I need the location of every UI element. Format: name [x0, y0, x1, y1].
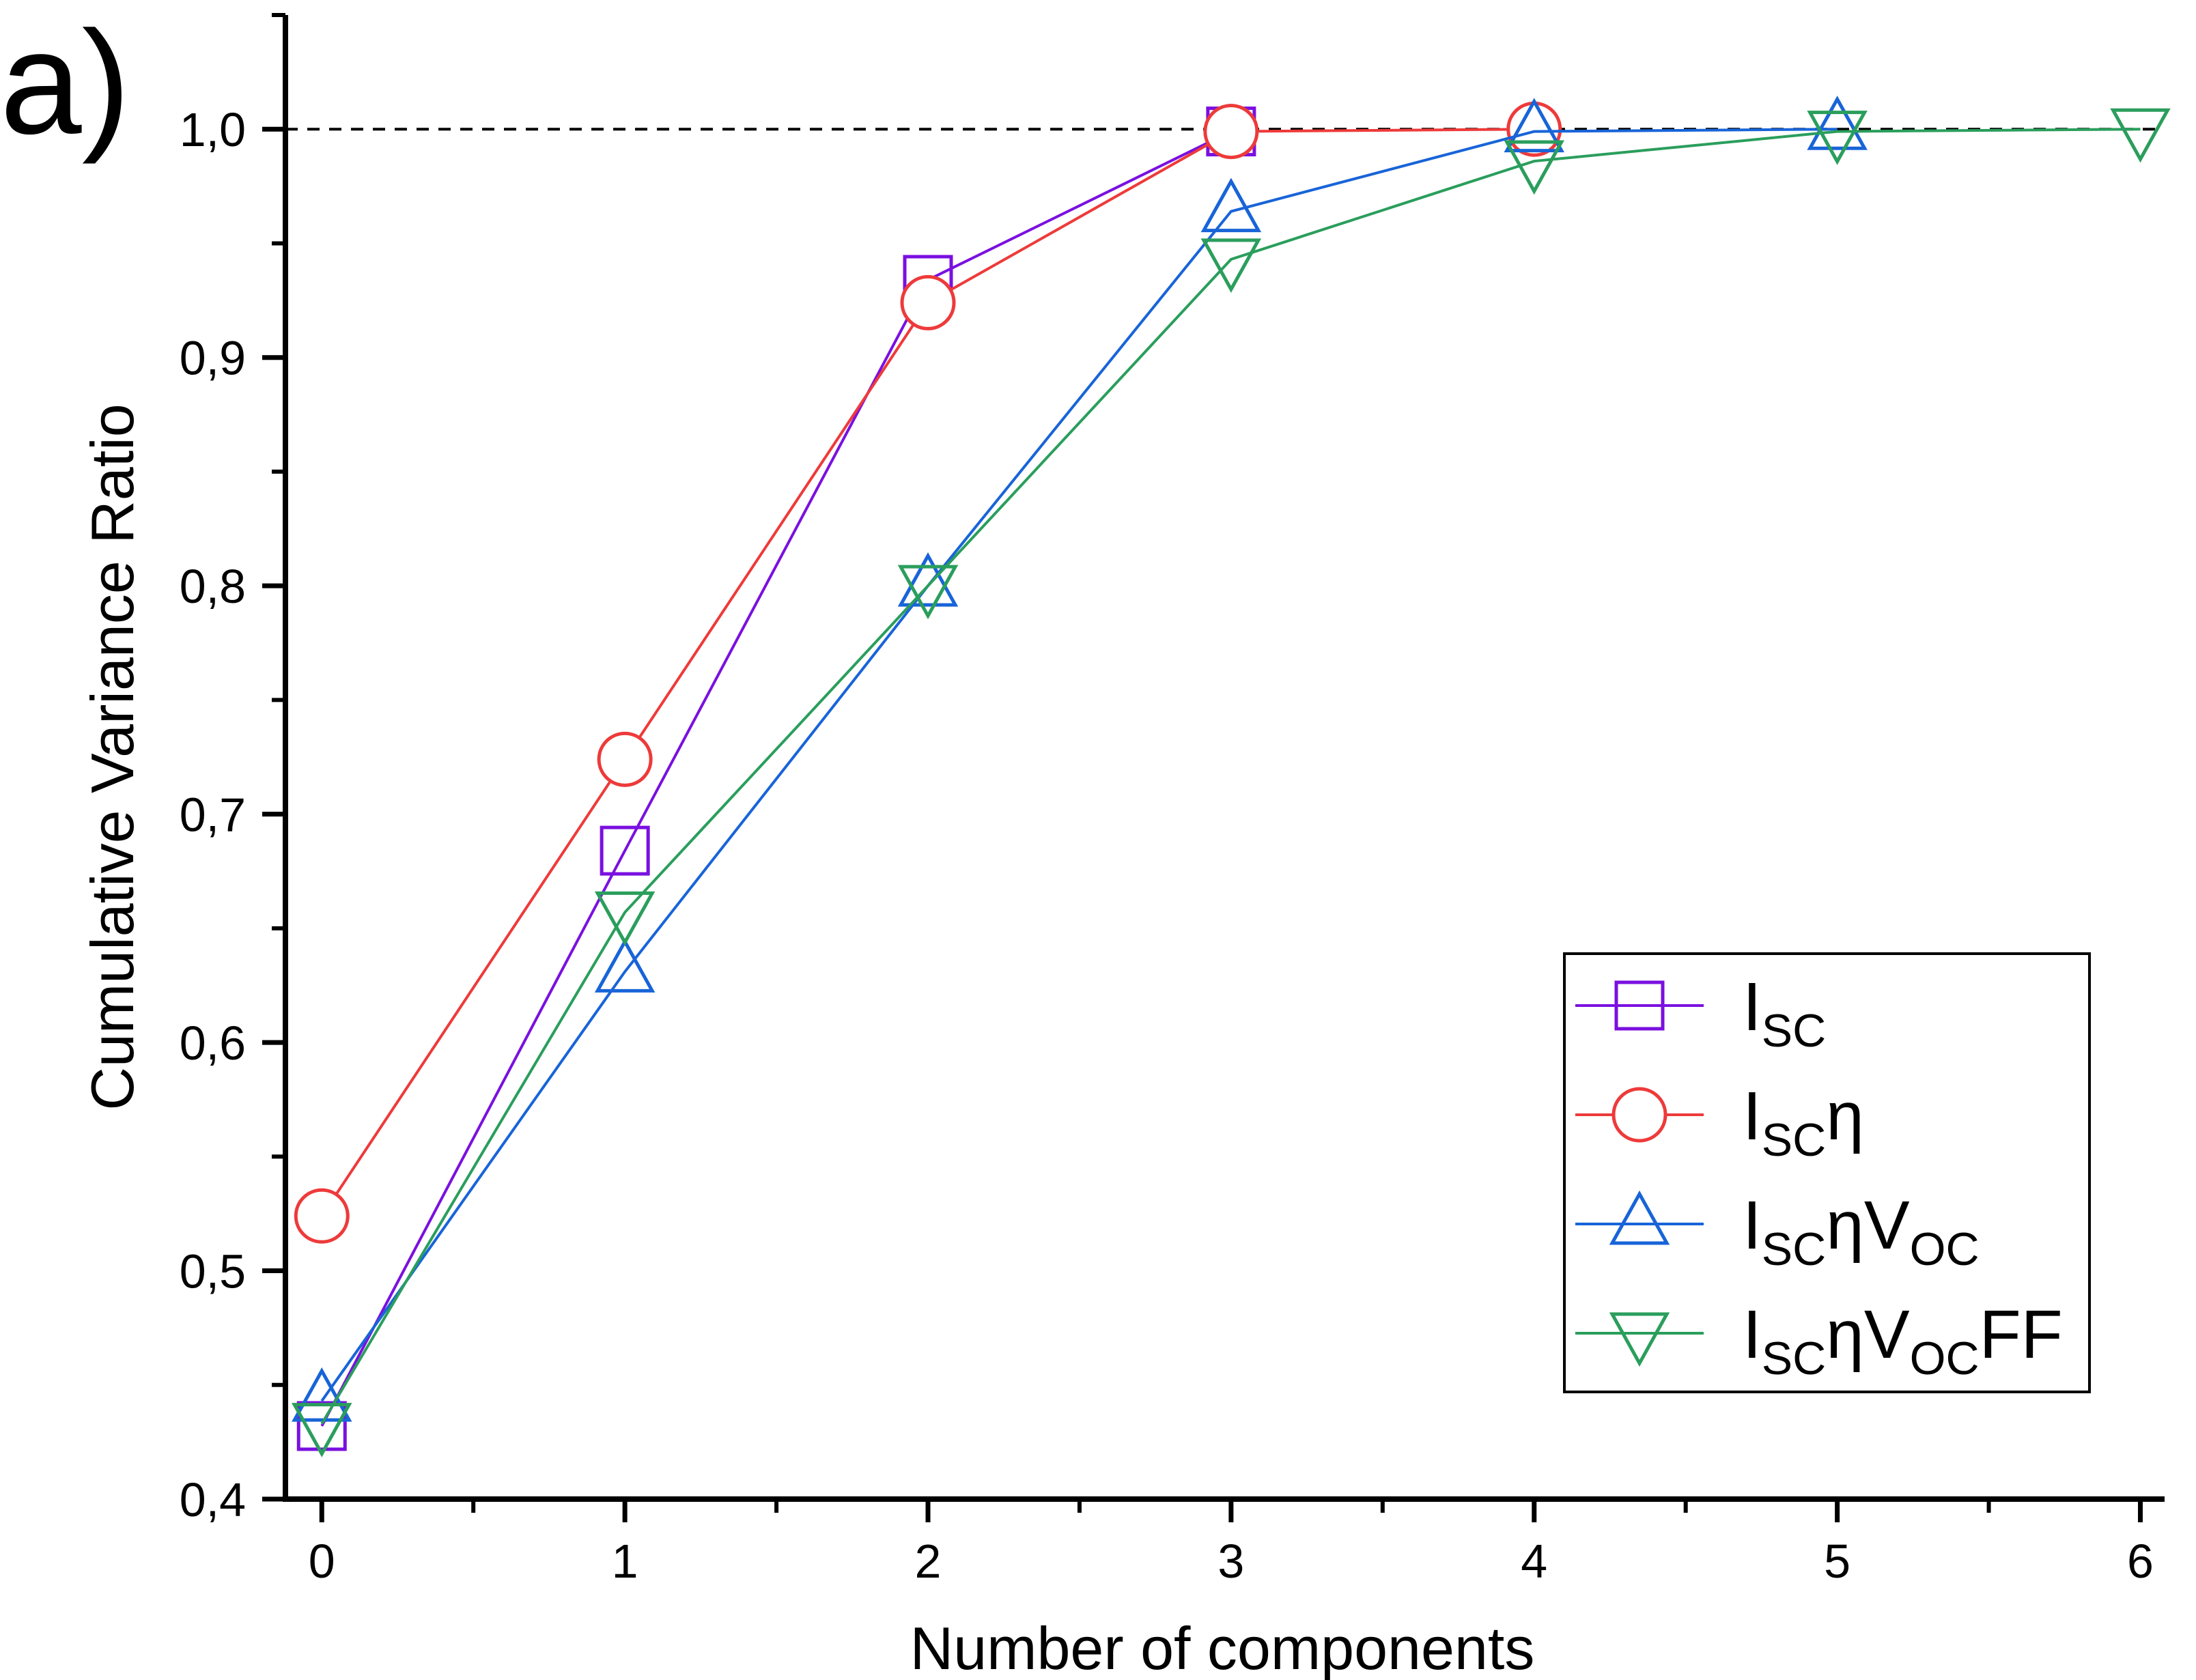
x-axis-title: Number of components: [910, 1614, 1535, 1680]
legend-item: ISCηVOC: [1575, 1187, 1980, 1275]
axes-layer: [283, 15, 2165, 1502]
x-tick-label: 3: [1217, 1535, 1244, 1588]
series-2: [294, 101, 1562, 1244]
legend-marker: [1614, 980, 1665, 1031]
series-layer: [292, 96, 2171, 1457]
x-tick-label: 2: [915, 1535, 942, 1588]
y-tick-label: 1,0: [180, 103, 246, 156]
data-point: [1807, 111, 1868, 165]
data-point: [296, 1401, 347, 1451]
series-line: [320, 128, 2141, 1425]
y-tick-label: 0,5: [180, 1245, 246, 1298]
legend-box: [1563, 952, 2091, 1393]
series-line: [320, 130, 1232, 1427]
legend-marker: [1609, 1190, 1670, 1245]
data-point: [597, 731, 653, 787]
x-tick-label: 4: [1521, 1535, 1547, 1588]
data-point: [897, 552, 959, 607]
data-point: [294, 1188, 350, 1244]
legend: ISC ISCη ISCηVOC ISCηVOCFF: [1563, 952, 2091, 1393]
y-tick-label: 0,9: [180, 332, 246, 385]
data-point: [900, 274, 956, 330]
data-point: [1200, 238, 1262, 294]
legend-label: ISCηVOCFF: [1743, 1296, 2063, 1384]
legend-items: ISC ISCη ISCηVOC ISCηVOCFF: [1575, 969, 2063, 1384]
data-point: [1504, 140, 1564, 195]
legend-label: ISCηVOC: [1743, 1187, 1980, 1275]
legend-label: ISCη: [1743, 1078, 1864, 1166]
data-point: [897, 565, 959, 620]
panel-label: a): [0, 0, 130, 165]
legend-item: ISC: [1575, 969, 1826, 1057]
data-point: [594, 938, 656, 993]
data-point: [1506, 101, 1562, 157]
data-point: [600, 825, 650, 876]
series-line: [320, 128, 1838, 1402]
x-tick-label: 5: [1824, 1535, 1850, 1588]
data-point: [292, 1367, 352, 1422]
plot-area: 0 1 2 3 4 5 6 0,4 0,5 0,6 0,7 0,8 0,9 1,0: [180, 13, 2171, 1588]
data-point: [1807, 96, 1868, 150]
legend-item: ISCη: [1575, 1078, 1864, 1166]
data-point: [292, 1403, 352, 1457]
y-tick-label: 0,7: [180, 788, 246, 842]
legend-item: ISCηVOCFF: [1575, 1296, 2063, 1384]
x-tick-label: 6: [2127, 1535, 2154, 1588]
y-axis-title: Cumulative Variance Ratio: [79, 403, 146, 1110]
data-point: [2110, 108, 2171, 163]
data-point: [1203, 104, 1259, 160]
x-tick-label: 0: [309, 1535, 335, 1588]
y-tick-label: 0,4: [180, 1473, 246, 1526]
data-point: [1504, 98, 1564, 153]
y-tick-label: 0,6: [180, 1016, 246, 1070]
y-tick-label: 0,8: [180, 560, 246, 613]
legend-label: ISC: [1743, 969, 1826, 1057]
legend-marker: [1611, 1087, 1667, 1143]
legend-marker: [1609, 1312, 1670, 1367]
x-tick-label: 1: [612, 1535, 638, 1588]
data-point: [1200, 177, 1262, 233]
data-point: [594, 891, 656, 946]
series-4: [292, 108, 2171, 1457]
series-3: [292, 96, 1868, 1422]
ticks-layer: 0 1 2 3 4 5 6 0,4 0,5 0,6 0,7 0,8 0,9 1,0: [180, 13, 2154, 1588]
